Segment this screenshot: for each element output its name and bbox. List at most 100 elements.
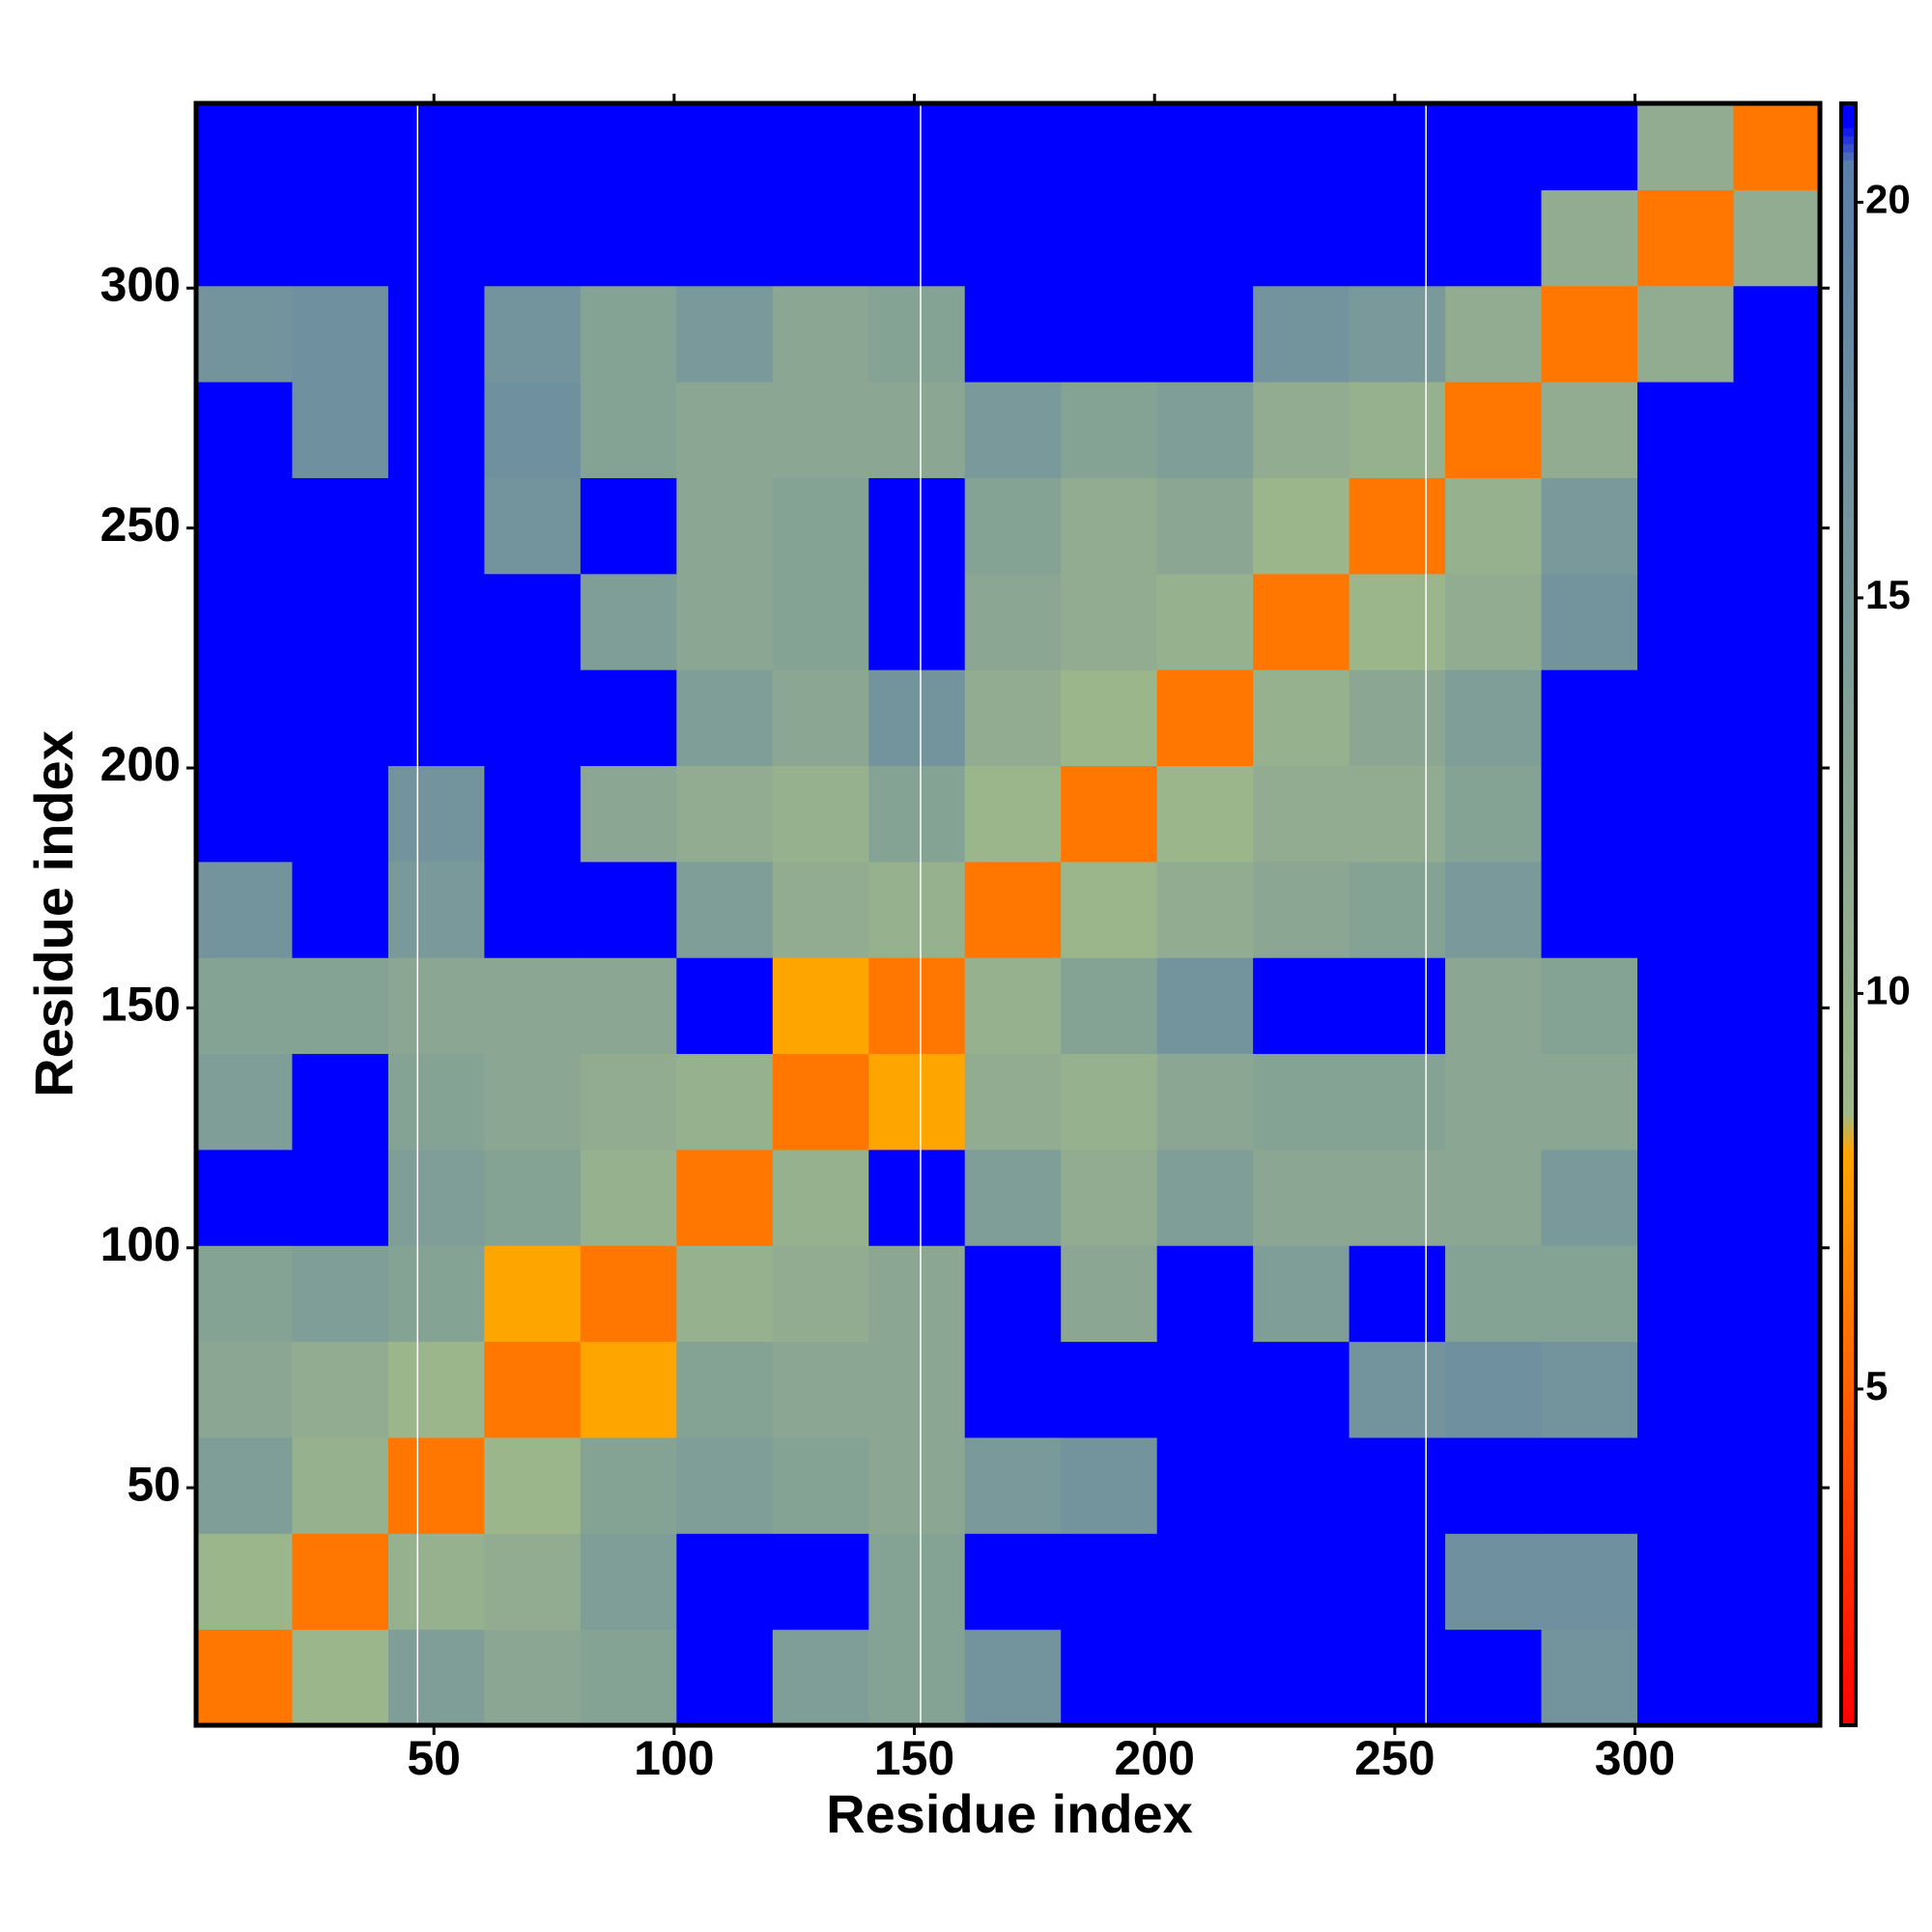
heatmap-cell (1156, 382, 1254, 478)
heatmap-cell (1349, 1149, 1446, 1246)
colorbar-segment (1841, 622, 1856, 632)
colorbar-segment (1841, 1538, 1856, 1548)
colorbar-segment (1841, 565, 1856, 575)
x-tick-label: 200 (1114, 1731, 1194, 1785)
colorbar-segment (1841, 573, 1856, 582)
heatmap-cell (196, 477, 293, 575)
heatmap-cell (292, 1149, 389, 1246)
heatmap-cell (292, 1629, 389, 1726)
heatmap-cell (1349, 1245, 1446, 1343)
colorbar-segment (1841, 1141, 1856, 1151)
heatmap-cell (292, 669, 389, 767)
heatmap-cell (484, 1245, 582, 1343)
colorbar-segment (1841, 1368, 1856, 1378)
colorbar-frame (1839, 101, 1858, 1727)
heatmap-cell (1541, 957, 1638, 1055)
heatmap-cell (1445, 765, 1543, 863)
heatmap-cell (1445, 1533, 1543, 1631)
heatmap-cell (868, 1245, 966, 1343)
colorbar-segment (1841, 249, 1856, 259)
heatmap-cell (484, 573, 582, 670)
heatmap-cell (196, 1149, 293, 1246)
colorbar-segment (1841, 703, 1856, 713)
colorbar-segment (1841, 1093, 1856, 1102)
colorbar-segment (1841, 792, 1856, 802)
colorbar-segment (1841, 1076, 1856, 1086)
heatmap-cell (1156, 1629, 1254, 1726)
heatmap-cell (1253, 957, 1350, 1055)
heatmap-cell (1349, 1436, 1446, 1534)
heatmap-cell (1156, 1053, 1254, 1151)
colorbar-segment (1841, 833, 1856, 842)
heatmap-cell (387, 103, 485, 190)
heatmap-cell (387, 957, 485, 1055)
heatmap-cell (292, 573, 389, 670)
x-tick-label: 50 (407, 1731, 461, 1785)
colorbar-tick-label: 20 (1865, 176, 1911, 221)
colorbar-segment (1841, 1595, 1856, 1605)
heatmap-cell (1349, 957, 1446, 1055)
colorbar-segment (1841, 1635, 1856, 1645)
heatmap-cell (387, 573, 485, 670)
heatmap-cell (387, 1436, 485, 1534)
colorbar-segment (1841, 395, 1856, 405)
heatmap-cell (964, 861, 1062, 958)
heatmap-cell (1445, 957, 1543, 1055)
heatmap-cell (1253, 1053, 1350, 1151)
colorbar-segment (1841, 840, 1856, 850)
heatmap-cell (1445, 573, 1543, 670)
heatmap-cell (1156, 1533, 1254, 1631)
heatmap-cell (868, 1436, 966, 1534)
heatmap-cell (387, 669, 485, 767)
heatmap-cell (1637, 957, 1734, 1055)
colorbar-segment (1841, 517, 1856, 526)
heatmap-cell (387, 1629, 485, 1726)
colorbar-segment (1841, 1457, 1856, 1466)
heatmap-cell (292, 1245, 389, 1343)
colorbar-segment (1841, 598, 1856, 607)
heatmap-cell (676, 103, 774, 190)
heatmap-cell (964, 1149, 1062, 1246)
colorbar-segment (1841, 1465, 1856, 1475)
heatmap-cell (1541, 189, 1638, 287)
colorbar-segment (1841, 1036, 1856, 1045)
heatmap-cell (580, 957, 677, 1055)
colorbar-segment (1841, 330, 1856, 339)
colorbar-segment (1841, 460, 1856, 469)
heatmap-cell (772, 957, 869, 1055)
colorbar-segment (1841, 809, 1856, 818)
heatmap-cell (1541, 765, 1638, 863)
colorbar-segment (1841, 1117, 1856, 1126)
colorbar-segment (1841, 1547, 1856, 1556)
heatmap-cell (292, 477, 389, 575)
colorbar-segment (1841, 1709, 1856, 1719)
colorbar-segment (1841, 663, 1856, 672)
heatmap-cell (484, 285, 582, 383)
colorbar-segment (1841, 1668, 1856, 1678)
colorbar-segment (1841, 322, 1856, 331)
colorbar-segment (1841, 1149, 1856, 1158)
heatmap-cell (1253, 861, 1350, 958)
colorbar-segment (1841, 1327, 1856, 1337)
colorbar-segment (1841, 654, 1856, 664)
heatmap-cell (772, 861, 869, 958)
heatmap-cell (580, 1245, 677, 1343)
heatmap-cell (1541, 669, 1638, 767)
colorbar-segment (1841, 419, 1856, 429)
colorbar-segment (1841, 670, 1856, 680)
heatmap-cell (1733, 765, 1821, 863)
heatmap-cell (1445, 1149, 1543, 1246)
heatmap-cell (676, 573, 774, 670)
colorbar-segment (1841, 954, 1856, 964)
heatmap-cell (964, 1245, 1062, 1343)
heatmap-cell (196, 861, 293, 958)
colorbar-segment (1841, 1506, 1856, 1516)
heatmap-cell (1733, 861, 1821, 958)
heatmap-cell (1349, 573, 1446, 670)
colorbar-segment (1841, 1522, 1856, 1532)
x-tick-label: 100 (634, 1731, 714, 1785)
heatmap-cell (196, 957, 293, 1055)
colorbar-segment (1841, 1336, 1856, 1345)
heatmap-cell (1156, 765, 1254, 863)
heatmap-cell (484, 957, 582, 1055)
